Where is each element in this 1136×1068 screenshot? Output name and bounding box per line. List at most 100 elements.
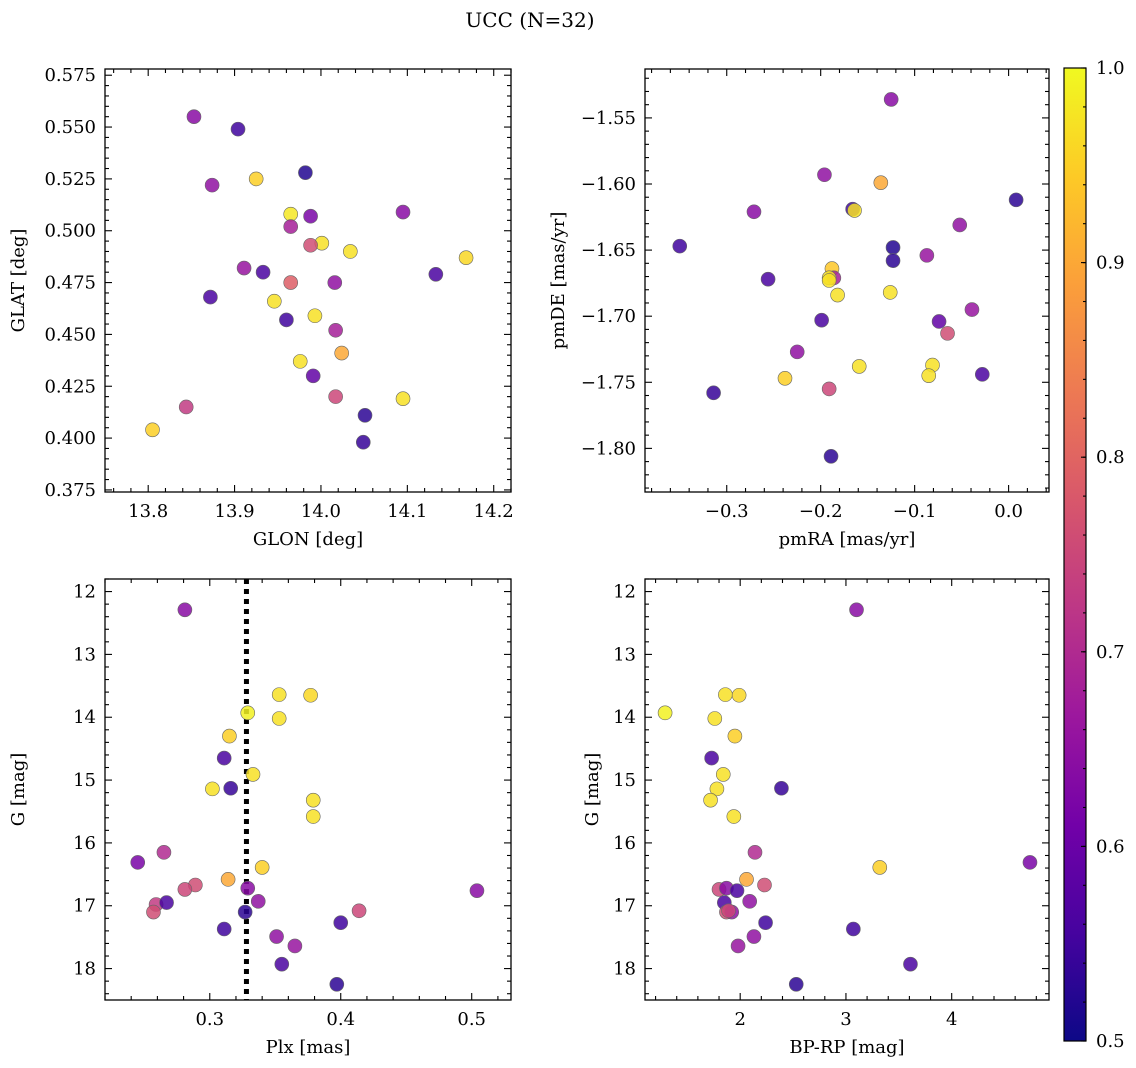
data-point — [885, 240, 901, 255]
figure-title: UCC (N=32) — [465, 8, 594, 32]
data-point — [255, 264, 271, 280]
data-point — [849, 602, 864, 618]
data-point — [274, 956, 290, 972]
y-tick-label: 17 — [613, 896, 636, 917]
data-point — [757, 877, 772, 893]
y-tick-label: 14 — [73, 707, 96, 728]
data-point — [240, 880, 256, 896]
data-point — [758, 915, 773, 931]
data-point — [245, 767, 261, 782]
data-point — [903, 956, 918, 972]
data-point — [760, 271, 776, 287]
y-tick-label: 12 — [613, 582, 636, 603]
data-point — [292, 354, 308, 369]
data-point — [469, 883, 485, 898]
data-point — [303, 208, 318, 224]
data-point — [186, 109, 202, 124]
data-point — [746, 204, 762, 220]
data-point — [731, 687, 747, 703]
axes-frame — [644, 578, 1050, 1001]
data-point — [130, 855, 146, 870]
data-point — [303, 237, 318, 253]
data-point — [248, 171, 264, 187]
data-point — [178, 399, 194, 415]
y-tick-label: −1.80 — [581, 438, 636, 459]
x-tick-label: 4 — [946, 1009, 957, 1030]
y-tick-label: −1.60 — [581, 174, 636, 195]
data-point — [250, 894, 266, 909]
data-point — [747, 845, 763, 860]
data-point — [821, 381, 837, 397]
data-point — [715, 767, 731, 782]
panel-bprp-g: 2 3 4 12 13 14 15 16 17 18 BP-RP [mag] G [mag] — [582, 578, 1050, 1058]
data-point — [726, 809, 742, 824]
colorbar-tick-label: 0.5 — [1096, 1031, 1125, 1052]
data-point — [672, 238, 688, 254]
data-point — [742, 894, 758, 909]
data-point — [814, 312, 829, 328]
data-point — [216, 750, 232, 766]
colorbar-tick-label: 0.8 — [1096, 447, 1125, 468]
data-point — [823, 449, 839, 464]
y-tick-label: 15 — [613, 770, 636, 791]
data-point — [395, 391, 411, 406]
data-point — [885, 253, 901, 268]
y-tick-label: 13 — [73, 644, 96, 665]
axes-frame — [644, 68, 1050, 493]
data-point — [727, 728, 743, 744]
data-point — [704, 750, 719, 766]
colorbar-ticks: 0.5 0.6 0.7 0.8 0.9 1.0 — [1081, 58, 1125, 1052]
scatter-points — [657, 602, 1038, 992]
data-point — [283, 275, 299, 290]
data-point — [305, 368, 321, 384]
y-tick-label: −1.55 — [581, 108, 636, 129]
data-point — [205, 781, 220, 797]
data-point — [269, 929, 284, 944]
data-point — [334, 345, 349, 361]
x-axis-label: Plx [mas] — [266, 1037, 351, 1058]
data-point — [220, 872, 236, 887]
scatter-points — [672, 92, 1024, 464]
data-point — [873, 175, 889, 190]
data-point — [254, 860, 270, 875]
data-point — [657, 705, 673, 721]
y-tick-label: 0.575 — [44, 65, 96, 86]
colorbar-tick-label: 0.7 — [1096, 642, 1125, 663]
x-tick-label: −0.2 — [799, 501, 843, 522]
colorbar: 0.5 0.6 0.7 0.8 0.9 1.0 — [1063, 58, 1125, 1052]
data-point — [707, 711, 723, 726]
y-tick-label: 16 — [73, 833, 96, 854]
data-point — [305, 809, 321, 824]
data-point — [146, 904, 161, 920]
y-tick-label: 18 — [73, 959, 96, 980]
data-point — [283, 219, 299, 234]
x-tick-label: 0.5 — [457, 1009, 486, 1030]
colorbar-gradient — [1063, 67, 1087, 1042]
data-point — [777, 371, 793, 386]
data-point — [788, 976, 804, 992]
y-tick-label: 13 — [613, 644, 636, 665]
data-point — [729, 883, 745, 898]
data-point — [721, 903, 736, 919]
data-point — [872, 860, 888, 875]
data-point — [964, 302, 980, 317]
data-point — [774, 780, 789, 796]
y-tick-label: −1.65 — [581, 240, 636, 261]
data-point — [333, 915, 349, 931]
x-tick-label: −0.1 — [893, 501, 937, 522]
data-point — [156, 845, 172, 860]
data-point — [240, 705, 256, 721]
data-point — [846, 921, 861, 937]
y-tick-label: 18 — [613, 959, 636, 980]
x-tick-label: 14.0 — [301, 501, 341, 522]
data-point — [223, 780, 239, 796]
data-point — [921, 368, 937, 383]
x-tick-label: 0.3 — [195, 1009, 224, 1030]
data-point — [305, 792, 321, 808]
data-point — [177, 602, 193, 618]
data-point — [328, 389, 343, 404]
y-tick-label: 0.400 — [44, 428, 96, 449]
data-point — [940, 326, 955, 341]
data-point — [821, 273, 837, 288]
